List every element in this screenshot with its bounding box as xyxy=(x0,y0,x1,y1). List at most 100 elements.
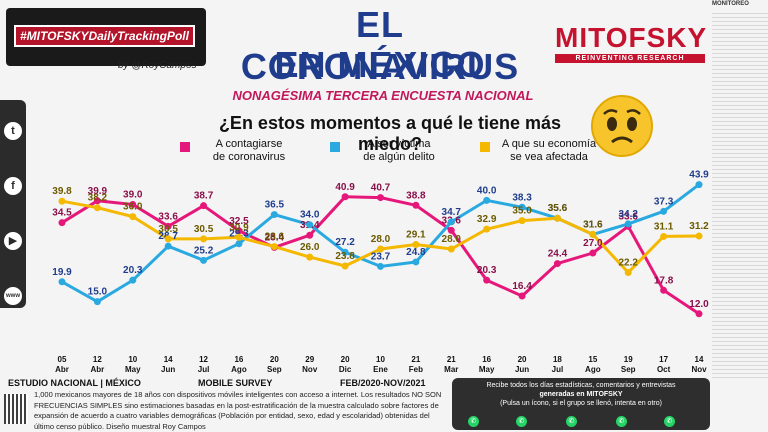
data-point xyxy=(377,245,384,253)
data-label: 40.7 xyxy=(371,183,391,194)
monitor-line xyxy=(712,50,768,54)
monitor-line xyxy=(712,246,768,250)
data-point xyxy=(235,227,243,235)
data-label: 38.2 xyxy=(88,193,108,204)
whatsapp-icon[interactable]: ✆ xyxy=(516,416,527,427)
x-tick-month: Abr xyxy=(55,365,69,374)
facebook-icon[interactable]: f xyxy=(4,177,22,195)
monitor-line xyxy=(712,30,768,34)
x-tick-day: 12 xyxy=(93,355,102,364)
data-label: 28.4 xyxy=(265,232,285,243)
monitor-line xyxy=(712,238,768,242)
panel-text-line3: (Pulsa un ícono, si el grupo se llenó, i… xyxy=(500,400,662,407)
data-label: 34.0 xyxy=(300,210,320,221)
data-label: 26.0 xyxy=(300,242,320,253)
monitor-line xyxy=(712,70,768,74)
monitor-line xyxy=(712,90,768,94)
data-label: 34.5 xyxy=(52,208,72,219)
page-subtitle: NONAGÉSIMA TERCERA ENCUESTA NACIONAL xyxy=(232,88,534,103)
data-point xyxy=(695,310,703,318)
data-point xyxy=(447,245,455,253)
data-point xyxy=(483,225,491,233)
data-point xyxy=(447,218,455,226)
twitter-icon[interactable]: t xyxy=(4,122,22,140)
whatsapp-icon[interactable]: ✆ xyxy=(616,416,627,427)
data-point xyxy=(58,219,66,227)
data-point xyxy=(341,262,349,270)
monitor-line xyxy=(712,310,768,314)
monitor-line xyxy=(712,350,768,354)
hashtag-label[interactable]: #MITOFSKYDailyTrackingPoll xyxy=(14,25,195,47)
data-point xyxy=(412,258,420,266)
data-label: 28.0 xyxy=(371,234,391,245)
x-tick-day: 21 xyxy=(447,355,456,364)
data-label: 20.3 xyxy=(477,265,497,276)
data-label: 35.0 xyxy=(512,206,532,217)
data-label: 25.2 xyxy=(194,245,214,256)
monitor-line xyxy=(712,366,768,370)
data-label: 22.2 xyxy=(618,257,638,268)
data-point xyxy=(412,201,420,209)
whatsapp-panel-text: Recibe todos los días estadísticas, come… xyxy=(456,381,706,408)
qr-code[interactable] xyxy=(4,394,28,424)
monitor-line xyxy=(712,314,768,318)
data-point xyxy=(377,262,384,270)
data-point xyxy=(518,217,526,225)
monitor-line xyxy=(712,178,768,182)
data-point xyxy=(695,232,703,240)
data-label: 31.2 xyxy=(689,221,709,232)
data-point xyxy=(624,220,632,228)
data-point xyxy=(164,242,172,250)
data-point xyxy=(270,211,278,219)
monitor-line xyxy=(712,338,768,342)
monitor-line xyxy=(712,202,768,206)
data-point xyxy=(589,249,597,257)
monitor-line xyxy=(712,270,768,274)
x-tick-day: 29 xyxy=(305,355,314,364)
x-tick-day: 17 xyxy=(659,355,668,364)
whatsapp-icon[interactable]: ✆ xyxy=(664,416,675,427)
x-tick-day: 19 xyxy=(624,355,633,364)
data-point xyxy=(553,260,561,268)
monitor-line xyxy=(712,170,768,174)
x-tick-month: Jun xyxy=(515,365,529,374)
data-label: 35.6 xyxy=(548,203,568,214)
x-tick-month: Jul xyxy=(198,365,210,374)
data-label: 27.0 xyxy=(583,238,603,249)
whatsapp-icon[interactable]: ✆ xyxy=(566,416,577,427)
web-icon[interactable]: www xyxy=(4,287,22,305)
monitor-line xyxy=(712,94,768,98)
youtube-icon[interactable]: ▶ xyxy=(4,232,22,250)
data-point xyxy=(235,233,243,241)
data-label: 16.4 xyxy=(512,281,532,292)
monitor-line xyxy=(712,146,768,150)
brand-logo[interactable]: MITOFSKY xyxy=(555,22,708,53)
data-point xyxy=(306,231,314,239)
monitor-line xyxy=(712,166,768,170)
monitor-line xyxy=(712,158,768,162)
data-point xyxy=(200,256,208,264)
data-label: 31.1 xyxy=(654,221,674,232)
data-point xyxy=(164,222,172,230)
whatsapp-icon[interactable]: ✆ xyxy=(468,416,479,427)
monitor-line xyxy=(712,230,768,234)
data-point xyxy=(270,243,278,251)
monitor-line xyxy=(712,358,768,362)
monitor-line xyxy=(712,342,768,346)
monitor-line xyxy=(712,54,768,58)
data-point xyxy=(589,230,597,238)
monitor-line xyxy=(712,226,768,230)
monitor-line xyxy=(712,222,768,226)
monitor-line xyxy=(712,66,768,70)
legend-swatch xyxy=(180,142,190,152)
data-label: 27.2 xyxy=(335,237,355,248)
monitor-line xyxy=(712,362,768,366)
data-label: 38.3 xyxy=(512,192,532,203)
data-label: 40.0 xyxy=(477,185,497,196)
data-label: 31.6 xyxy=(583,219,603,230)
data-label: 24.4 xyxy=(548,249,568,260)
data-label: 12.0 xyxy=(689,299,709,310)
monitor-line xyxy=(712,242,768,246)
monitor-line xyxy=(712,294,768,298)
monitor-line xyxy=(712,122,768,126)
